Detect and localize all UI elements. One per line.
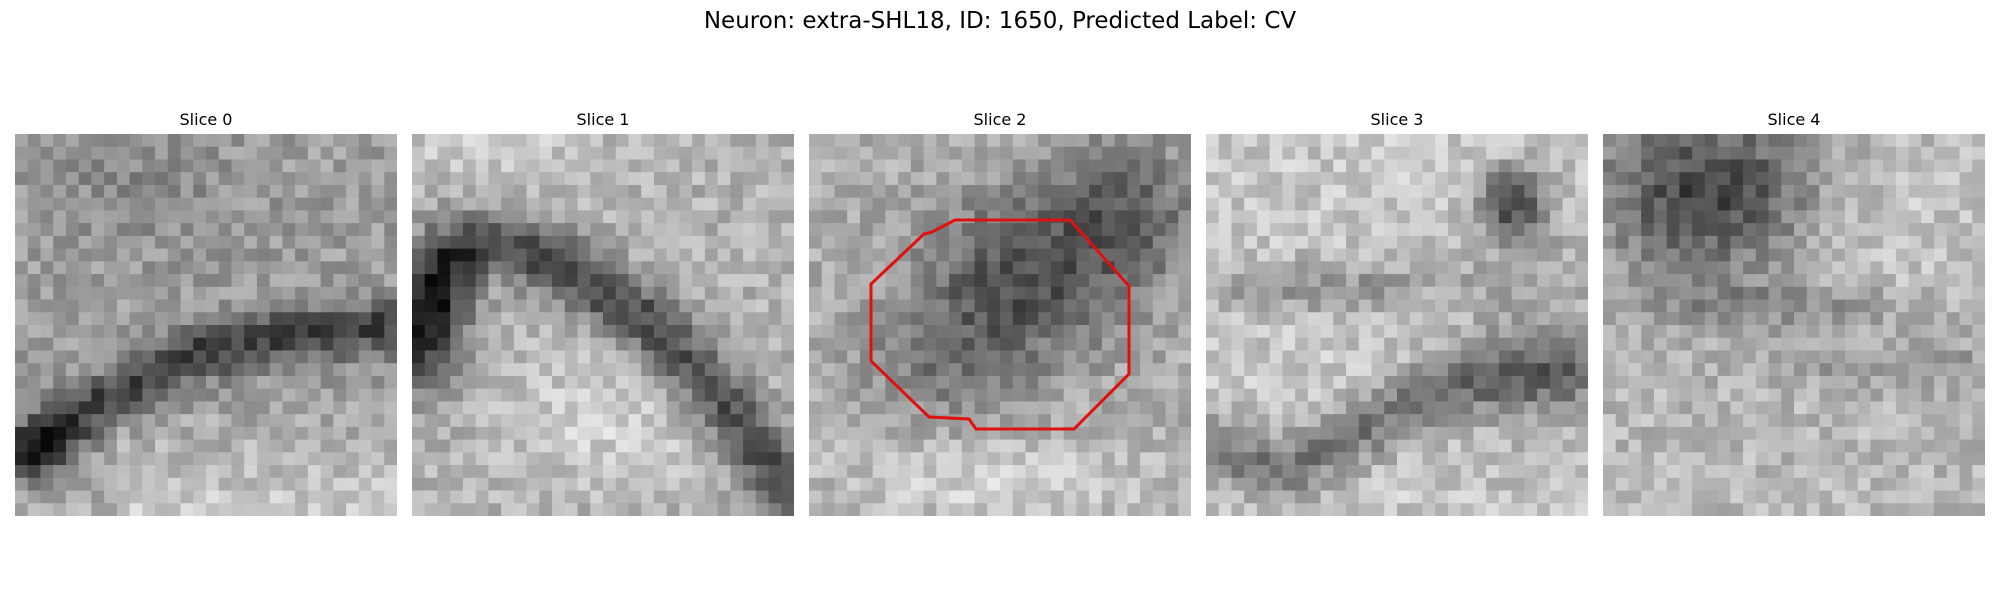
figure-title: Neuron: extra-SHL18, ID: 1650, Predicted… [0, 8, 2000, 34]
slice-image [1206, 134, 1588, 516]
slice-title: Slice 1 [412, 110, 794, 129]
slice-image [412, 134, 794, 516]
slice-title: Slice 0 [15, 110, 397, 129]
slice-title: Slice 2 [809, 110, 1191, 129]
slice-image [1603, 134, 1985, 516]
slice-image-canvas [412, 134, 794, 516]
slice-image-canvas [15, 134, 397, 516]
slice-image [15, 134, 397, 516]
slice-image-canvas [1603, 134, 1985, 516]
slice-image-canvas [1206, 134, 1588, 516]
slice-image-canvas [809, 134, 1191, 516]
slice-title: Slice 3 [1206, 110, 1588, 129]
slice-image [809, 134, 1191, 516]
slice-title: Slice 4 [1603, 110, 1985, 129]
